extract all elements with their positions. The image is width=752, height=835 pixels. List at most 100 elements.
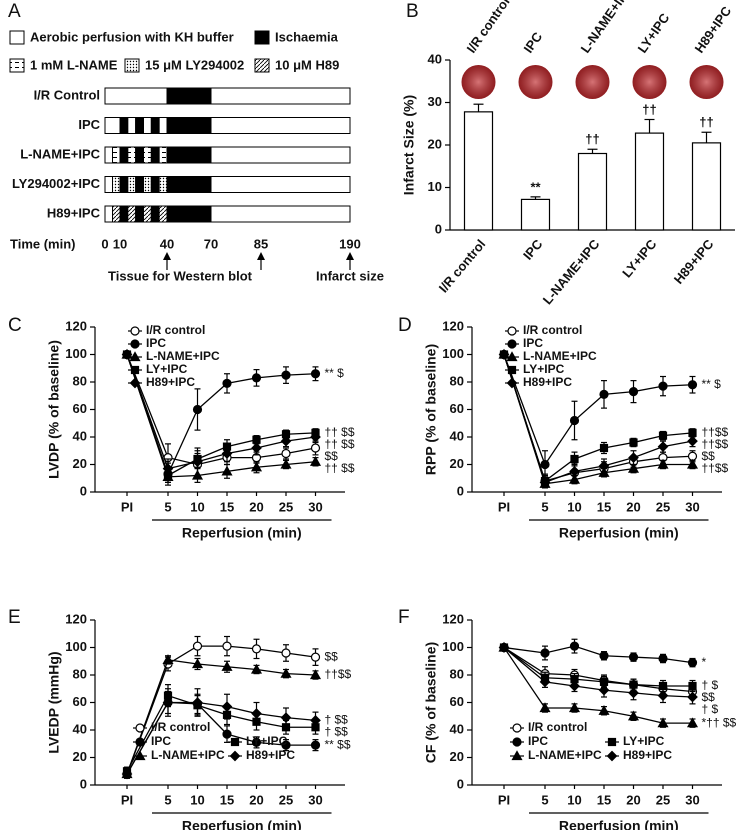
bar [691, 142, 722, 231]
legend-marker [512, 737, 522, 747]
x-axis-title: Reperfusion (min) [559, 818, 679, 830]
legend-marker [607, 737, 617, 747]
marker [687, 435, 698, 447]
arrow-head [346, 252, 354, 260]
legend-label: H89+IPC [623, 748, 672, 762]
marker [568, 702, 581, 713]
x-tick-label: 20 [626, 792, 640, 807]
marker [251, 708, 262, 719]
significance-label: ††$$ [702, 425, 729, 439]
legend-label: L-NAME+IPC [528, 748, 602, 762]
time-tick-label: 70 [204, 236, 218, 251]
marker [192, 697, 203, 708]
legend-label: I/R control [146, 323, 205, 337]
x-tick-label: 25 [656, 499, 670, 514]
x-tick-label: 15 [597, 499, 611, 514]
y-tick-label: 40 [450, 428, 464, 443]
x-tick-label: 5 [541, 499, 548, 514]
bar-annotation: †† [699, 115, 713, 130]
legend-marker [134, 750, 146, 761]
marker [569, 641, 580, 651]
marker [281, 370, 291, 380]
protocol-segment [104, 87, 168, 105]
panel-label: E [8, 607, 21, 628]
y-tick-label: 20 [73, 456, 87, 471]
legend-marker [507, 339, 517, 349]
protocol-segment [135, 146, 145, 164]
legend-label: 15 μM LY294002 [145, 57, 244, 72]
marker [498, 642, 510, 653]
y-tick-label: 0 [457, 483, 464, 498]
y-tick-label: 120 [65, 318, 87, 333]
protocol-segment [112, 176, 121, 193]
marker [281, 448, 291, 459]
y-tick-label: 40 [450, 721, 464, 736]
marker [251, 737, 262, 747]
legend-label: I/R control [523, 323, 582, 337]
marker [192, 456, 203, 468]
marker [221, 701, 233, 712]
protocol-segment [150, 205, 160, 223]
panel-label: B [406, 1, 419, 22]
marker [310, 652, 321, 662]
protocol-segment [158, 176, 168, 193]
legend-marker [229, 750, 241, 762]
marker [250, 663, 263, 674]
y-tick-label: 40 [73, 428, 87, 443]
protocol-segment [166, 146, 212, 164]
protocol-segment [166, 205, 212, 223]
x-tick-label: 10 [567, 792, 581, 807]
significance-label: $$ [702, 449, 716, 463]
marker [162, 697, 174, 708]
marker [281, 740, 291, 750]
x-axis-title: Reperfusion (min) [182, 818, 302, 830]
bar [463, 111, 494, 231]
protocol-segment [104, 205, 113, 223]
protocol-segment [112, 146, 121, 164]
legend-swatch [9, 30, 25, 45]
marker [629, 438, 638, 447]
row-label: I/R Control [34, 87, 100, 102]
legend-label: LY+IPC [146, 362, 188, 376]
marker [281, 648, 291, 658]
panel-label: A [8, 1, 21, 22]
y-tick-label: 0 [457, 776, 464, 791]
row-label: LY294002+IPC [12, 176, 101, 191]
legend-label: L-NAME+IPC [151, 748, 225, 762]
legend-label: H89+IPC [246, 748, 295, 762]
y-tick-label: 10 [428, 179, 442, 194]
marker [569, 466, 580, 477]
protocol-segment [166, 87, 212, 105]
marker [221, 448, 233, 459]
protocol-segment [143, 146, 152, 164]
marker [310, 443, 321, 453]
protocol-segment [104, 117, 121, 134]
bar [634, 132, 665, 231]
marker [162, 463, 174, 474]
legend-label: H89+IPC [523, 375, 572, 389]
infarct-label: Infarct size [316, 268, 384, 283]
marker [539, 676, 551, 688]
marker [657, 458, 669, 469]
marker [657, 717, 669, 728]
time-tick-label: 0 [101, 236, 108, 251]
significance-label: $$ [325, 649, 339, 663]
bar [520, 198, 551, 231]
x-tick-label: 15 [597, 792, 611, 807]
x-tick-label: 5 [164, 499, 171, 514]
legend-marker [507, 326, 517, 336]
x-tick-label: 30 [308, 792, 322, 807]
marker [599, 443, 609, 453]
legend-marker [606, 750, 618, 762]
legend-marker [129, 377, 141, 389]
legend-label: 10 μM H89 [275, 57, 339, 72]
protocol-segment [210, 146, 351, 164]
protocol-segment [143, 205, 152, 223]
marker [309, 456, 322, 466]
significance-label: † $ [702, 702, 719, 716]
protocol-segment [150, 117, 160, 134]
protocol-segment [135, 205, 145, 223]
y-axis-title: RPP (% of baseline) [423, 344, 439, 475]
protocol-segment [127, 176, 137, 193]
